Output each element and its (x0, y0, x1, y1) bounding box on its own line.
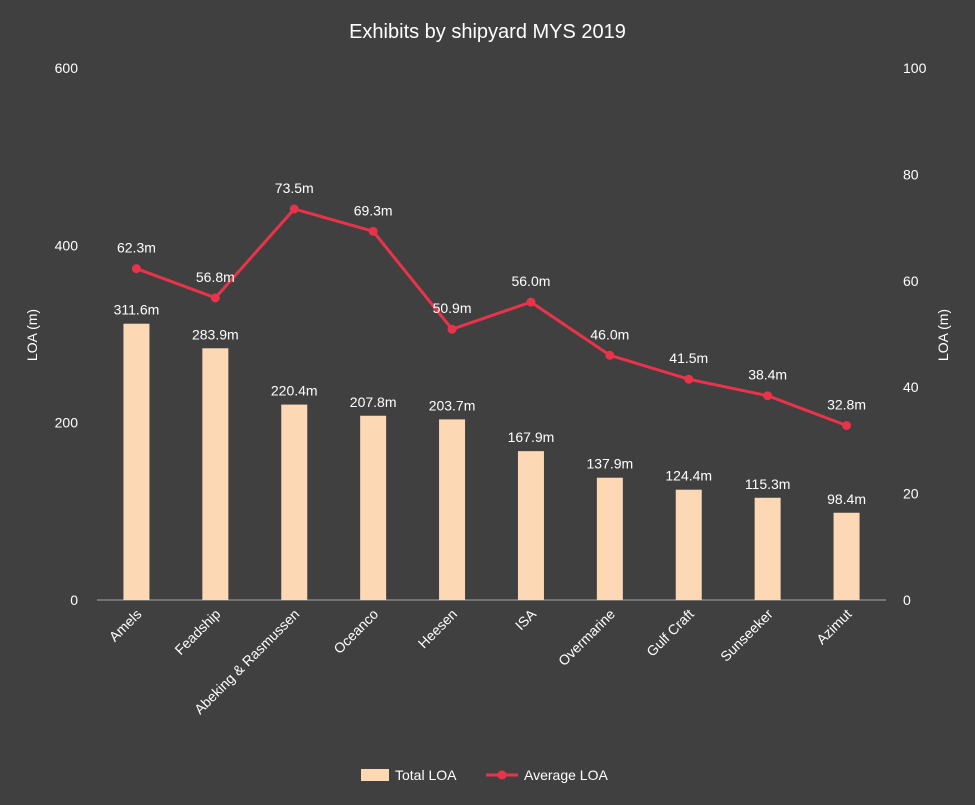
line-point-average-loa (763, 391, 773, 401)
bar-data-label: 283.9m (192, 326, 239, 342)
line-data-label: 62.3m (117, 240, 156, 256)
bar-total-loa (281, 404, 308, 600)
y-left-tick-label: 0 (70, 592, 78, 608)
line-point-average-loa (605, 350, 615, 360)
bar-data-label: 124.4m (665, 468, 712, 484)
y-right-axis-label: LOA (m) (935, 309, 951, 361)
line-point-average-loa (131, 264, 141, 274)
bar-data-label: 220.4m (271, 383, 318, 399)
y-right-tick-label: 40 (903, 379, 919, 395)
bar-data-label: 98.4m (827, 491, 866, 507)
bar-data-label: 115.3m (745, 476, 791, 492)
line-point-average-loa (368, 226, 378, 236)
bar-total-loa (439, 419, 466, 600)
chart-title: Exhibits by shipyard MYS 2019 (349, 21, 626, 43)
x-tick-label: Azimut (813, 606, 855, 648)
x-tick-label: Amels (106, 606, 145, 645)
legend-label-total-loa: Total LOA (395, 767, 457, 783)
x-tick-label: Overmarine (555, 606, 618, 669)
line-point-average-loa (526, 297, 536, 307)
bar-total-loa (123, 323, 150, 600)
bar-data-label: 203.7m (429, 397, 476, 413)
y-left-axis-label: LOA (m) (24, 309, 40, 361)
bar-total-loa (517, 451, 544, 600)
bar-total-loa (675, 489, 702, 600)
bar-data-label: 311.6m (114, 302, 160, 318)
x-tick-label: Sunseeker (717, 606, 776, 665)
x-tick-label: Oceanco (330, 606, 381, 657)
line-data-label: 69.3m (354, 202, 393, 218)
line-data-label: 56.8m (196, 269, 235, 285)
line-point-average-loa (842, 421, 852, 431)
line-data-label: 32.8m (827, 397, 866, 413)
line-point-average-loa (210, 293, 220, 303)
y-right-tick-label: 20 (903, 486, 919, 502)
bar-total-loa (596, 477, 623, 600)
legend-marker-average-loa (497, 770, 507, 780)
line-data-label: 50.9m (433, 300, 472, 316)
x-tick-label: Gulf Craft (643, 606, 697, 660)
y-left-tick-label: 600 (55, 60, 79, 76)
legend-label-average-loa: Average LOA (524, 767, 608, 783)
bar-total-loa (754, 497, 781, 600)
x-tick-label: Heesen (415, 606, 460, 651)
line-data-label: 41.5m (669, 350, 708, 366)
line-point-average-loa (447, 324, 457, 334)
y-right-tick-label: 60 (903, 273, 919, 289)
line-average-loa (135, 207, 848, 427)
line-data-label: 38.4m (748, 367, 787, 383)
legend-swatch-total-loa (361, 769, 389, 781)
x-tick-label: Feadship (171, 606, 223, 658)
bar-data-label: 137.9m (586, 456, 633, 472)
bar-data-label: 207.8m (350, 394, 397, 410)
line-data-label: 56.0m (511, 273, 550, 289)
y-right-tick-label: 0 (903, 592, 911, 608)
x-tick-label: ISA (512, 605, 540, 633)
line-data-label: 73.5m (275, 180, 314, 196)
y-right-tick-label: 80 (903, 166, 919, 182)
bar-total-loa (202, 348, 229, 600)
line-point-average-loa (289, 204, 299, 214)
bar-total-loa (360, 415, 387, 600)
y-right-tick-label: 100 (903, 60, 927, 76)
y-left-tick-label: 400 (55, 237, 79, 253)
line-data-label: 46.0m (590, 326, 629, 342)
line-point-average-loa (684, 374, 694, 384)
y-left-tick-label: 200 (55, 415, 79, 431)
bar-data-label: 167.9m (508, 429, 555, 445)
bar-total-loa (833, 512, 860, 600)
